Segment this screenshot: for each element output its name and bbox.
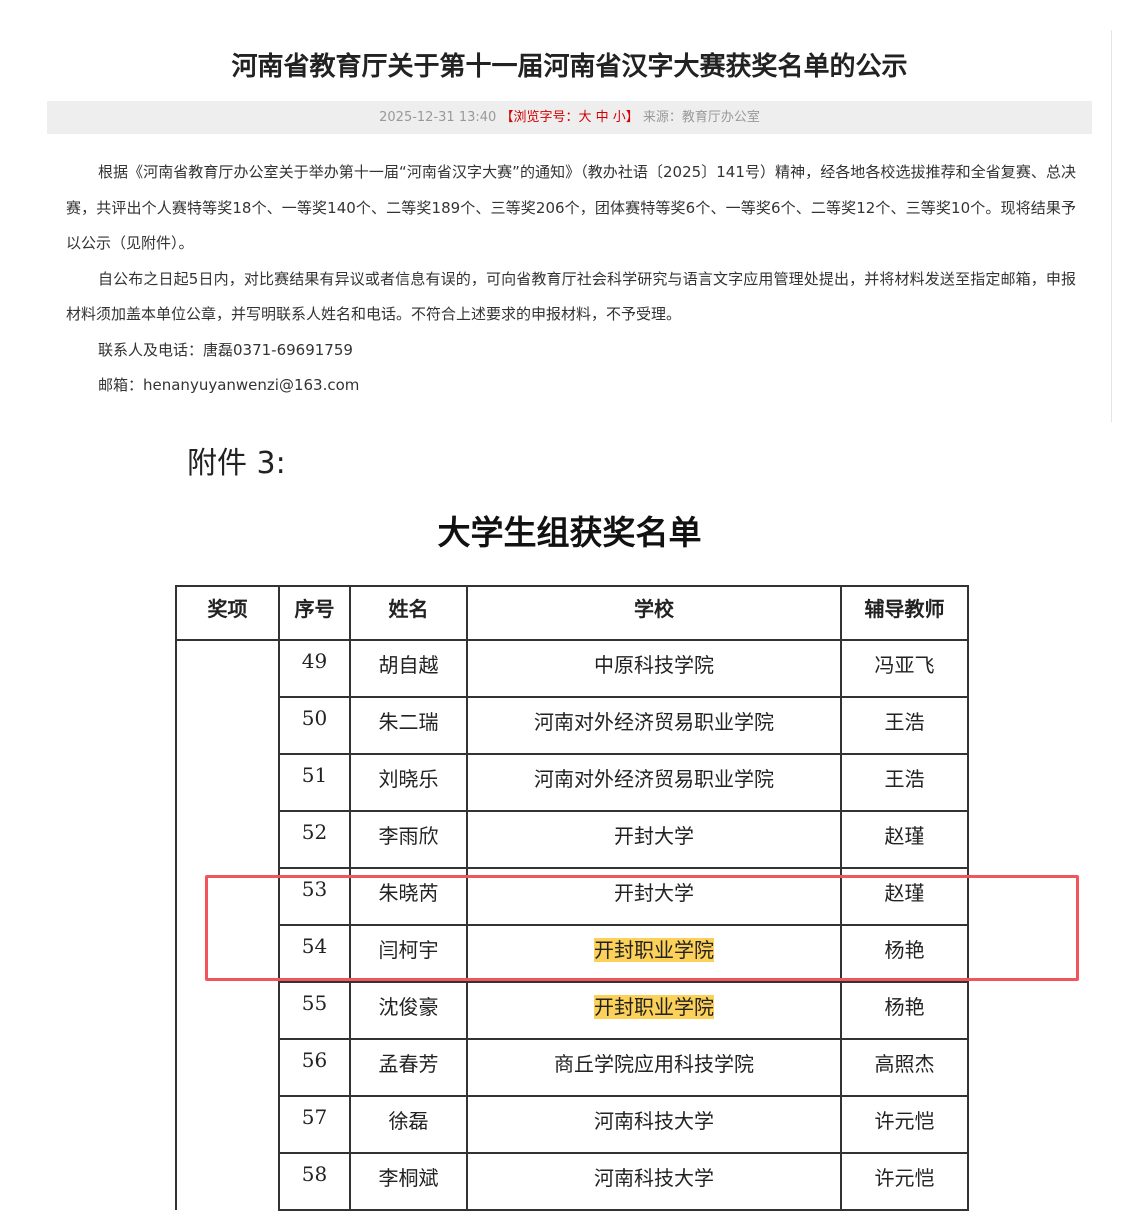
table-row: 57 徐磊 河南科技大学 许元恺 xyxy=(176,1095,969,1154)
cell-name: 刘晓乐 xyxy=(349,753,468,812)
attachment-title: 大学生组获奖名单 xyxy=(437,513,702,552)
cell-teacher: 王浩 xyxy=(840,753,969,812)
table-row: 50 朱二瑞 河南对外经济贸易职业学院 王浩 xyxy=(176,696,969,755)
cell-number: 55 xyxy=(278,981,351,1040)
table-row: 54 闫柯宇 开封职业学院 杨艳 xyxy=(176,924,969,983)
cell-name: 沈俊豪 xyxy=(349,981,468,1040)
table-row: 49 胡自越 中原科技学院 冯亚飞 xyxy=(175,639,969,1210)
school-name: 中原科技学院 xyxy=(594,653,714,677)
cell-teacher: 赵瑾 xyxy=(840,810,969,869)
cell-number: 52 xyxy=(278,810,351,869)
table-header-row: 奖项 序号 姓名 学校 辅导教师 xyxy=(175,585,969,641)
cell-name: 徐磊 xyxy=(349,1095,468,1154)
cell-name: 李桐斌 xyxy=(349,1152,468,1211)
cell-school: 河南科技大学 xyxy=(466,1152,842,1211)
cell-name: 胡自越 xyxy=(349,639,468,698)
header-number: 序号 xyxy=(278,585,351,641)
cell-school: 河南对外经济贸易职业学院 xyxy=(466,753,842,812)
cell-teacher: 王浩 xyxy=(840,696,969,755)
school-name: 开封大学 xyxy=(614,881,694,905)
paragraph: 根据《河南省教育厅办公室关于举办第十一届“河南省汉字大赛”的通知》（教办社语〔2… xyxy=(66,163,1076,252)
table-row: 52 李雨欣 开封大学 赵瑾 xyxy=(176,810,969,869)
cell-number: 57 xyxy=(278,1095,351,1154)
cell-teacher: 杨艳 xyxy=(840,924,969,983)
school-name: 河南科技大学 xyxy=(594,1166,714,1190)
article-body: 根据《河南省教育厅办公室关于举办第十一届“河南省汉字大赛”的通知》（教办社语〔2… xyxy=(66,155,1076,404)
cell-school: 河南对外经济贸易职业学院 xyxy=(466,696,842,755)
header-name: 姓名 xyxy=(349,585,468,641)
header-teacher: 辅导教师 xyxy=(840,585,969,641)
cell-number: 58 xyxy=(278,1152,351,1211)
cell-teacher: 高照杰 xyxy=(840,1038,969,1097)
cell-name: 朱二瑞 xyxy=(349,696,468,755)
cell-number: 56 xyxy=(278,1038,351,1097)
paragraph: 自公布之日起5日内，对比赛结果有异议或者信息有误的，可向省教育厅社会科学研究与语… xyxy=(66,269,1076,324)
school-name: 河南对外经济贸易职业学院 xyxy=(534,710,774,734)
cell-school: 开封职业学院 xyxy=(466,924,842,983)
school-name: 商丘学院应用科技学院 xyxy=(554,1052,754,1076)
header-award: 奖项 xyxy=(175,585,280,641)
cell-school: 开封职业学院 xyxy=(466,981,842,1040)
cell-name: 李雨欣 xyxy=(349,810,468,869)
article-title: 河南省教育厅关于第十一届河南省汉字大赛获奖名单的公示 xyxy=(231,52,908,82)
cell-number: 50 xyxy=(278,696,351,755)
cell-school: 河南科技大学 xyxy=(466,1095,842,1154)
cell-teacher: 许元恺 xyxy=(840,1095,969,1154)
table-row: 58 李桐斌 河南科技大学 许元恺 xyxy=(176,1152,969,1211)
table-row: 56 孟春芳 商丘学院应用科技学院 高照杰 xyxy=(176,1038,969,1097)
page-divider xyxy=(1111,30,1112,422)
contact-phone: 联系人及电话：唐磊0371-69691759 xyxy=(98,340,353,359)
school-name: 开封大学 xyxy=(614,824,694,848)
cell-school: 中原科技学院 xyxy=(466,639,842,698)
article-source: 来源：教育厅办公室 xyxy=(642,110,760,125)
award-cell xyxy=(175,639,280,1210)
publish-datetime: 2025-12-31 13:40 xyxy=(379,110,497,125)
school-name: 河南对外经济贸易职业学院 xyxy=(534,767,774,791)
cell-name: 闫柯宇 xyxy=(349,924,468,983)
cell-school: 商丘学院应用科技学院 xyxy=(466,1038,842,1097)
cell-number: 54 xyxy=(278,924,351,983)
cell-number: 51 xyxy=(278,753,351,812)
header-school: 学校 xyxy=(466,585,842,641)
font-size-switcher[interactable]: 【浏览字号：大 中 小】 xyxy=(500,110,639,125)
cell-school: 开封大学 xyxy=(466,810,842,869)
award-table: 奖项 序号 姓名 学校 辅导教师 49 胡自越 中原科技学院 冯亚飞 50 朱二瑞 河南对外… xyxy=(175,585,969,1211)
school-name: 河南科技大学 xyxy=(594,1109,714,1133)
contact-email: 邮箱：henanyuyanwenzi@163.com xyxy=(98,376,360,394)
cell-name: 孟春芳 xyxy=(349,1038,468,1097)
table-row: 51 刘晓乐 河南对外经济贸易职业学院 王浩 xyxy=(176,753,969,812)
cell-number: 49 xyxy=(278,639,351,698)
annotation-highlight-box xyxy=(205,875,1079,981)
school-name: 开封职业学院 xyxy=(594,938,714,962)
attachment-label: 附件 3: xyxy=(187,446,286,481)
table-row: 55 沈俊豪 开封职业学院 杨艳 xyxy=(176,981,969,1040)
cell-teacher: 冯亚飞 xyxy=(840,639,969,698)
cell-teacher: 杨艳 xyxy=(840,981,969,1040)
article-meta-bar: 2025-12-31 13:40 【浏览字号：大 中 小】 来源：教育厅办公室 xyxy=(47,101,1092,134)
cell-teacher: 许元恺 xyxy=(840,1152,969,1211)
school-name: 开封职业学院 xyxy=(594,995,714,1019)
